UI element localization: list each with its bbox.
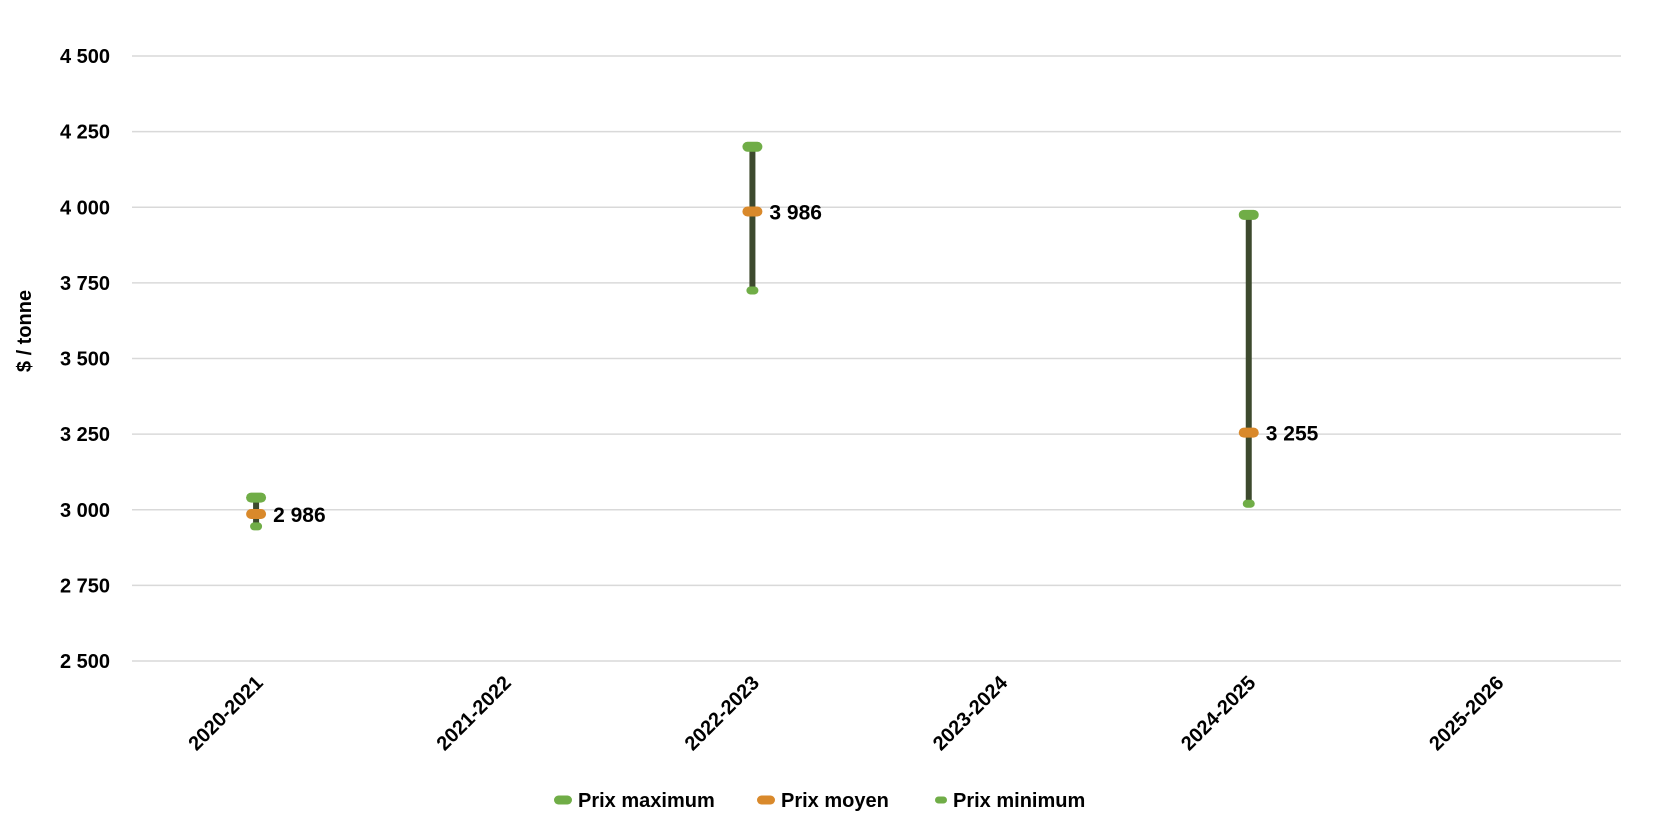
min-price-marker: [1242, 499, 1255, 508]
avg-price-marker: [246, 508, 267, 519]
x-tick-label: 2025-2026: [1425, 672, 1508, 755]
avg-price-marker: [742, 206, 763, 217]
legend-marker: [935, 796, 947, 804]
legend-label: Prix moyen: [781, 790, 889, 812]
legend-marker: [757, 795, 775, 805]
x-tick-label: 2020-2021: [184, 672, 267, 755]
y-tick-label: 4 500: [60, 46, 110, 68]
x-axis-tick-labels: 2020-2021 2021-2022 2022-2023 2023-2024 2024…: [184, 671, 1508, 755]
x-tick-label: 2023-2024: [929, 671, 1013, 755]
y-tick-label: 4 000: [60, 197, 110, 219]
x-tick-label: 2022-2023: [681, 672, 764, 755]
y-tick-label: 4 250: [60, 122, 110, 144]
avg-price-marker: [1238, 427, 1259, 438]
x-tick-label: 2021-2022: [433, 672, 516, 755]
y-tick-label: 3 500: [60, 349, 110, 371]
min-price-marker: [746, 286, 759, 295]
min-price-marker: [250, 522, 263, 531]
avg-data-label: 3 986: [769, 201, 822, 224]
legend-label: Prix minimum: [953, 790, 1085, 812]
y-tick-label: 3 750: [60, 273, 110, 295]
high-low-lines: [253, 146, 1252, 527]
x-tick-label: 2024-2025: [1177, 672, 1260, 755]
gridlines: [132, 55, 1621, 662]
average-data-labels: 2 986 3 986 3 255: [273, 201, 1319, 527]
y-tick-label: 2 500: [60, 651, 110, 673]
legend-label: Prix maximum: [578, 790, 715, 812]
avg-data-label: 2 986: [273, 504, 326, 527]
legend: Prix maximum Prix moyen Prix minimum: [554, 790, 1085, 812]
y-tick-label: 3 250: [60, 424, 110, 446]
max-price-marker: [1238, 209, 1259, 220]
max-price-marker: [246, 492, 267, 503]
price-markers: [246, 141, 1259, 531]
avg-data-label: 3 255: [1266, 423, 1319, 446]
y-axis-title: $ / tonne: [14, 290, 36, 372]
y-tick-label: 3 000: [60, 500, 110, 522]
y-axis-tick-labels: 2 500 2 750 3 000 3 250 3 500 3 750 4 000 4 250…: [60, 46, 110, 673]
legend-marker: [554, 795, 572, 805]
max-price-marker: [742, 141, 763, 152]
y-tick-label: 2 750: [60, 575, 110, 597]
